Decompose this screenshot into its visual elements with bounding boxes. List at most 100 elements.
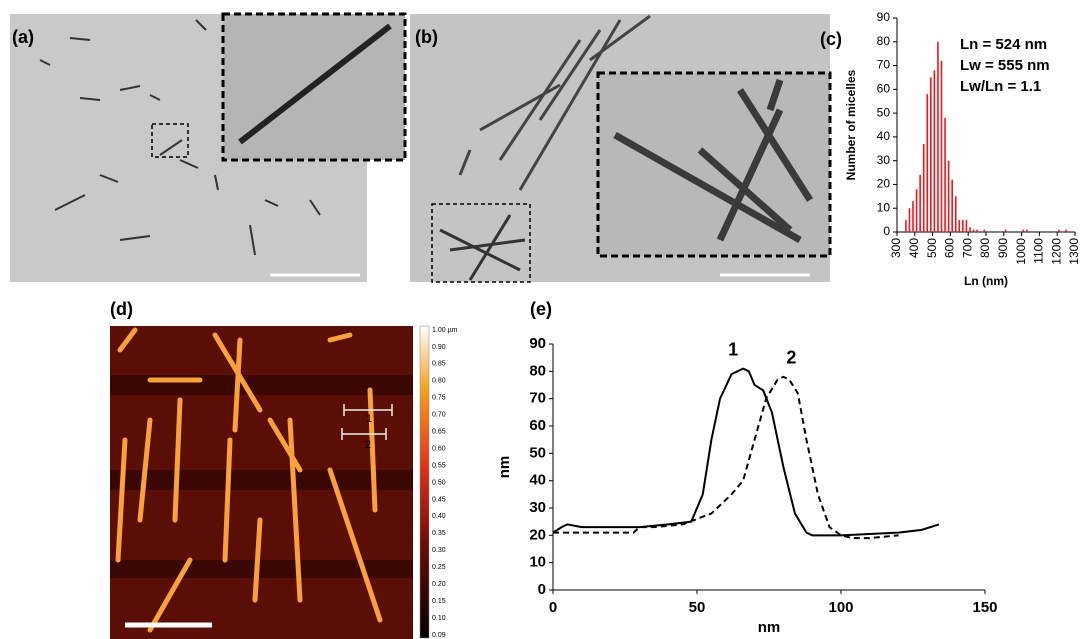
y-tick-label: 80: [877, 34, 891, 48]
x-tick-label: 600: [943, 238, 957, 258]
annotation: Ln = 524 nm: [960, 36, 1047, 53]
x-tick-label: 100: [828, 599, 853, 616]
bar: [930, 77, 932, 232]
panel-label: (e): [530, 299, 552, 319]
panel-label: (c): [820, 29, 842, 49]
bar: [916, 189, 918, 232]
colorbar-label: 0.35: [432, 530, 446, 537]
line: [553, 369, 939, 536]
x-tick-label: 1300: [1067, 238, 1081, 265]
y-tick-label: 70: [877, 58, 891, 72]
x-tick-label: 500: [925, 238, 939, 258]
bar: [923, 144, 925, 232]
bar: [944, 118, 946, 232]
panel-label: (b): [415, 27, 438, 47]
y-tick-label: 30: [529, 499, 546, 516]
colorbar-label: 0.20: [432, 581, 446, 588]
y-tick-label: 20: [529, 526, 546, 543]
afm-image: [110, 326, 429, 639]
y-tick-label: 40: [529, 472, 546, 489]
y-axis-label: Number of micelles: [844, 69, 858, 180]
y-tick-label: 50: [529, 444, 546, 461]
bar: [1065, 230, 1067, 232]
x-tick-label: 1000: [1014, 238, 1028, 265]
x-axis-label: nm: [758, 619, 781, 636]
colorbar-label: 0.60: [432, 445, 446, 452]
x-tick-label: 400: [907, 238, 921, 258]
panel-label: (a): [12, 27, 34, 47]
annotation: Lw = 555 nm: [960, 57, 1050, 74]
y-tick-label: 90: [529, 335, 546, 352]
y-axis-label: nm: [496, 456, 513, 479]
bar: [1023, 230, 1025, 232]
x-tick-label: 0: [549, 599, 557, 616]
x-tick-label: 50: [689, 599, 706, 616]
y-tick-label: 30: [877, 153, 891, 167]
y-tick-label: 60: [877, 82, 891, 96]
figure: (a) (b) (c) (d) (e) 1.00 µm 0.90 0.85 0.80 0.75 0.…: [0, 0, 1081, 639]
y-tick-label: 10: [529, 554, 546, 571]
y-tick-label: 0: [538, 581, 546, 598]
colorbar-label: 0.90: [432, 344, 446, 351]
tem-image-a: [10, 14, 405, 282]
bar: [919, 175, 921, 232]
colorbar-label: 0.45: [432, 496, 446, 503]
colorbar-label: 0.50: [432, 479, 446, 486]
colorbar-label: 0.55: [432, 462, 446, 469]
x-tick-label: 300: [889, 238, 903, 258]
bar: [909, 208, 911, 232]
bar: [934, 70, 936, 232]
colorbar-label: 0.85: [432, 361, 446, 368]
bar: [912, 201, 914, 232]
y-tick-label: 40: [877, 129, 891, 143]
colorbar-label: 0.40: [432, 513, 446, 520]
y-tick-label: 10: [877, 200, 891, 214]
bar: [1026, 230, 1028, 232]
colorbar-label: 0.09: [432, 632, 446, 639]
annotation: Lw/Ln = 1.1: [960, 78, 1041, 95]
series-label: 1: [728, 339, 738, 359]
colorbar-label: 0.30: [432, 547, 446, 554]
x-axis-label: Ln (nm): [964, 274, 1008, 288]
bar: [983, 230, 985, 232]
bar: [937, 42, 939, 232]
y-tick-label: 90: [877, 10, 891, 24]
y-tick-label: 0: [883, 224, 890, 238]
y-tick-label: 70: [529, 390, 546, 407]
bar: [941, 61, 943, 232]
line: [553, 377, 899, 538]
y-tick-label: 20: [877, 177, 891, 191]
colorbar-label: 1.00 µm: [432, 327, 458, 334]
bar: [976, 230, 978, 232]
colorbar-label: 0.80: [432, 378, 446, 385]
tem-image-b: [410, 14, 830, 282]
bar: [948, 161, 950, 232]
colorbar-label: 0.10: [432, 615, 446, 622]
colorbar-label: 0.65: [432, 429, 446, 436]
profile-label: 2: [365, 439, 371, 451]
bar: [962, 220, 964, 232]
y-tick-label: 50: [877, 105, 891, 119]
colorbar-label: 0.75: [432, 395, 446, 402]
series-label: 2: [786, 348, 796, 368]
colorbar-label: 0.15: [432, 598, 446, 605]
bar: [1005, 230, 1007, 232]
bar: [1058, 230, 1060, 232]
y-tick-label: 80: [529, 362, 546, 379]
colorbar-label: 0.70: [432, 412, 446, 419]
y-tick-label: 60: [529, 417, 546, 434]
bar: [905, 220, 907, 232]
bar: [973, 230, 975, 232]
bar: [951, 180, 953, 232]
x-tick-label: 1200: [1049, 238, 1063, 265]
x-tick-label: 1100: [1032, 238, 1046, 264]
colorbar-label: 0.25: [432, 564, 446, 571]
profile-label: 1: [366, 413, 372, 425]
panel-label: (d): [110, 299, 133, 319]
bar: [966, 220, 968, 232]
x-tick-label: 150: [972, 599, 997, 616]
x-tick-label: 800: [978, 238, 992, 258]
bar: [969, 227, 971, 232]
bar: [926, 94, 928, 232]
bar: [955, 196, 957, 232]
